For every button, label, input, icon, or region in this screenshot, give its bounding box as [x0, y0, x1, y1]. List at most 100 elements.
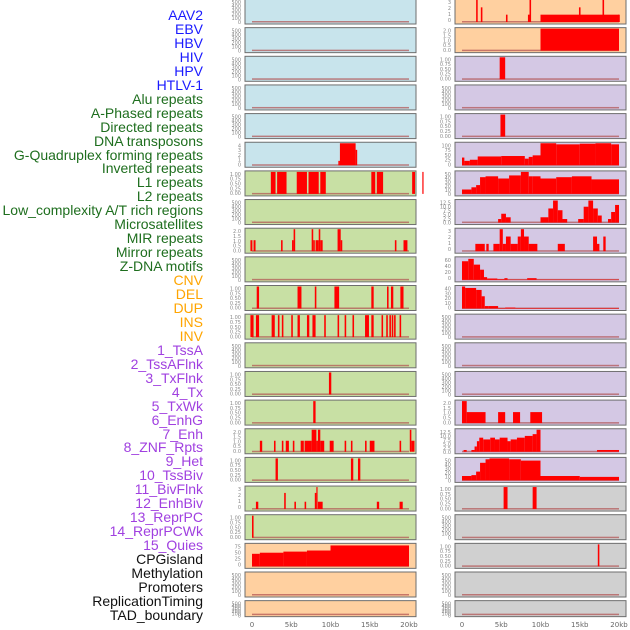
y-tick-label: 0.5 [443, 43, 451, 49]
data-bar [485, 459, 490, 481]
y-tick-label: 1 [238, 499, 241, 505]
y-tick-label: 300 [441, 352, 451, 358]
y-tick-label: 100 [441, 143, 451, 149]
data-bar [505, 14, 508, 22]
data-bar [583, 206, 589, 223]
y-tick-label: 300 [441, 94, 451, 100]
track-label: Promoters [138, 578, 203, 595]
panel-baseline [252, 164, 409, 166]
y-tick-label: 1.0 [233, 239, 241, 245]
track-panel: 1.000.750.500.250.00 [230, 514, 417, 541]
data-bar [591, 179, 619, 194]
y-tick-label: 0 [448, 18, 451, 24]
x-tick-label: 15kb [361, 621, 379, 629]
y-tick-label: 0.50 [440, 497, 451, 503]
data-bar [595, 143, 612, 166]
y-tick-label: 0.75 [230, 377, 241, 383]
data-bar [473, 264, 481, 280]
data-bar [334, 286, 340, 309]
data-bar [540, 217, 549, 223]
y-tick-label: 20 [445, 270, 451, 276]
track-panel: 2.01.51.00.50.0 [233, 227, 417, 254]
y-tick-label: 100 [231, 360, 241, 366]
data-bar [394, 315, 396, 338]
track-panel: 1.000.750.500.250.00 [230, 313, 417, 340]
y-tick-label: 100 [441, 612, 451, 618]
y-tick-label: 1.00 [440, 115, 451, 121]
track-label: HIV [179, 48, 203, 65]
panel-baseline [462, 135, 619, 138]
y-tick-label: 0.50 [230, 325, 241, 331]
track-label: G-Quadruplex forming repeats [13, 146, 203, 163]
y-tick-label: 400 [441, 577, 451, 583]
x-tick-label: 15kb [571, 621, 589, 629]
data-bar [499, 57, 506, 80]
track-panel: 1.000.750.500.250.00 [440, 55, 627, 83]
data-bar [611, 144, 619, 166]
data-bar [471, 475, 477, 481]
data-bar [502, 243, 506, 252]
data-bar [386, 315, 388, 338]
panel-baseline [252, 536, 409, 539]
data-bar [275, 458, 278, 481]
data-bar [324, 315, 326, 338]
y-tick-label: 500 [441, 344, 451, 350]
data-bar [528, 243, 538, 252]
y-tick-label: 100 [231, 73, 241, 79]
data-bar [571, 176, 592, 194]
y-tick-label: 0.50 [230, 382, 241, 388]
data-bar [480, 269, 484, 280]
data-bar [540, 476, 580, 481]
data-bar [513, 412, 521, 424]
data-bar [277, 171, 287, 194]
y-tick-label: 0.75 [230, 406, 241, 412]
data-bar [532, 487, 537, 510]
track-label: 11_BivFlnk [134, 481, 203, 498]
data-bar [588, 200, 594, 223]
y-tick-label: 500 [441, 86, 451, 92]
data-bar [494, 439, 500, 452]
y-tick-label: 0.50 [230, 468, 241, 474]
data-bar [311, 229, 314, 252]
y-tick-label: 0.00 [230, 535, 241, 541]
data-bar [503, 487, 508, 510]
y-tick-label: 100 [231, 612, 241, 618]
panel-background [454, 514, 627, 541]
y-tick-label: 7.5 [443, 209, 451, 215]
y-tick-label: 400 [441, 348, 451, 354]
y-tick-label: 30 [445, 291, 451, 297]
y-tick-label: 0 [238, 49, 241, 55]
y-tick-label: 100 [231, 102, 241, 108]
data-bar [468, 258, 474, 280]
y-tick-label: 200 [441, 356, 451, 362]
y-tick-label: 50 [445, 153, 451, 159]
data-bar [483, 439, 491, 452]
data-bar [344, 440, 347, 452]
data-bar [285, 440, 289, 452]
panel-background [244, 170, 417, 197]
y-tick-label: 400 [231, 119, 241, 125]
y-tick-label: 0 [238, 106, 241, 112]
y-tick-label: 5.0 [443, 442, 451, 448]
track-label: DEL [175, 286, 203, 302]
panel-background [244, 141, 417, 168]
data-bar [312, 315, 316, 338]
data-bar [291, 315, 293, 338]
y-tick-label: 0 [448, 306, 451, 312]
track-panel: 1.000.750.500.250.00 [230, 170, 424, 197]
y-tick-label: 300 [231, 581, 241, 587]
y-tick-label: 0 [448, 364, 451, 370]
track-label: 1_TssA [157, 341, 203, 358]
y-tick-label: 0 [238, 614, 241, 620]
data-bar [462, 286, 466, 309]
data-bar [603, 236, 606, 252]
y-tick-label: 400 [441, 376, 451, 382]
y-tick-label: 1 [238, 158, 241, 164]
y-tick-label: 1.00 [230, 172, 241, 178]
data-bar [273, 440, 276, 452]
x-tick-label: 10kb [532, 621, 550, 629]
data-bar [318, 229, 321, 252]
